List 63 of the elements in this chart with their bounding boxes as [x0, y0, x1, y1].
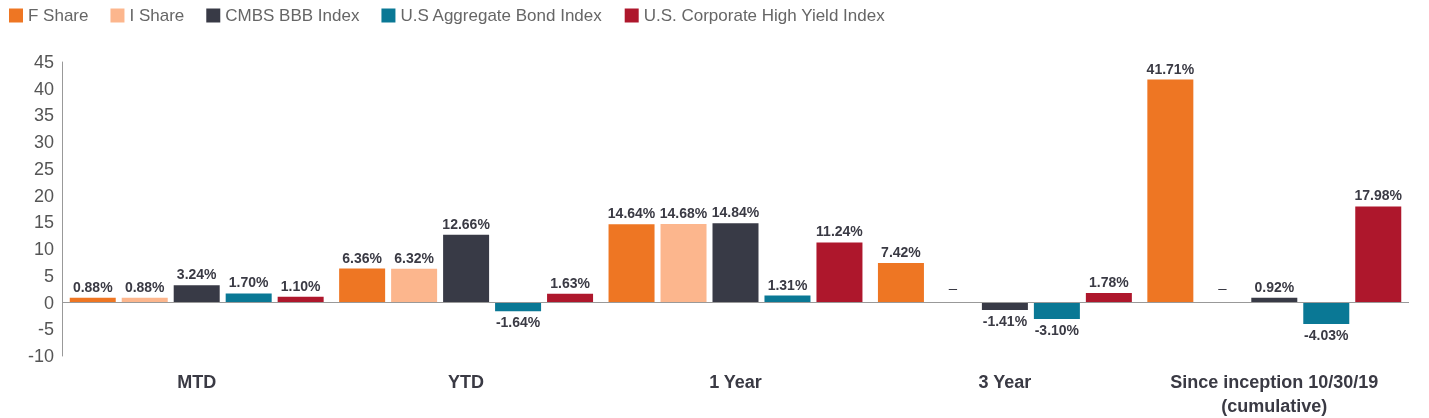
y-tick-label: 35 [33, 105, 54, 126]
legend-label: U.S. Corporate High Yield Index [643, 6, 886, 25]
bar [660, 224, 707, 303]
bar [495, 302, 542, 312]
legend-label: I Share [129, 6, 185, 25]
bar [391, 268, 438, 303]
data-label: 11.24% [816, 223, 864, 240]
y-tick-label: 30 [33, 132, 54, 153]
data-label: 1.78% [1089, 274, 1130, 291]
data-label: 12.66% [442, 215, 491, 232]
data-label: 41.71% [1146, 60, 1195, 77]
bar [1355, 206, 1402, 303]
bar [608, 224, 655, 303]
bar [1033, 302, 1080, 320]
legend-label: CMBS BBB Index [225, 6, 360, 25]
text: – [948, 278, 958, 296]
y-tick-label: 45 [33, 52, 54, 72]
bar [1147, 79, 1194, 303]
bar [225, 293, 272, 303]
data-label: -3.10% [1034, 322, 1080, 339]
data-label: -4.03% [1304, 327, 1350, 344]
x-tick-label: YTD [448, 372, 485, 392]
data-label: 7.42% [881, 243, 922, 260]
legend-label: U.S Aggregate Bond Index [400, 6, 603, 25]
data-label: 6.32% [394, 249, 435, 266]
data-label: 1.31% [767, 276, 808, 293]
x-tick-label: Since inception 10/30/19 (cumulative) [1170, 372, 1379, 416]
y-tick-label: -10 [27, 346, 54, 366]
data-label: 1.10% [280, 277, 322, 294]
y-tick-label: -5 [37, 319, 54, 340]
data-label: 3.24% [176, 266, 218, 283]
legend-label: F Share [28, 6, 89, 25]
bar [816, 242, 863, 303]
data-label: 14.84% [711, 204, 760, 221]
y-tick-label: 40 [33, 78, 54, 99]
data-label: 0.88% [124, 278, 166, 295]
bar [712, 223, 759, 303]
bar [173, 285, 220, 303]
data-label: 14.64% [607, 205, 656, 222]
data-label: 1.70% [228, 274, 270, 291]
y-tick-label: 15 [33, 212, 54, 233]
x-tick-label: 3 Year [978, 372, 1032, 392]
data-label: 6.36% [342, 249, 383, 266]
bar [1303, 302, 1350, 325]
bar [339, 268, 386, 303]
data-label: -1.64% [495, 314, 541, 331]
data-label: 0.92% [1254, 278, 1295, 295]
data-label: -1.41% [982, 313, 1028, 330]
x-tick-label: 1 Year [709, 372, 762, 392]
y-tick-label: 0 [43, 292, 54, 313]
data-label: 17.98% [1354, 187, 1403, 204]
y-tick-label: 20 [33, 185, 54, 206]
y-tick-label: 10 [33, 239, 54, 260]
y-tick-label: 25 [33, 158, 54, 179]
data-label: 14.68% [659, 205, 708, 222]
text: – [1218, 278, 1227, 296]
bar [443, 234, 490, 303]
data-label: 0.88% [72, 278, 114, 295]
bar [981, 302, 1028, 311]
x-tick-label: MTD [177, 372, 217, 392]
bar [877, 262, 924, 303]
data-label: 1.63% [550, 274, 591, 291]
y-tick-label: 5 [43, 265, 54, 286]
